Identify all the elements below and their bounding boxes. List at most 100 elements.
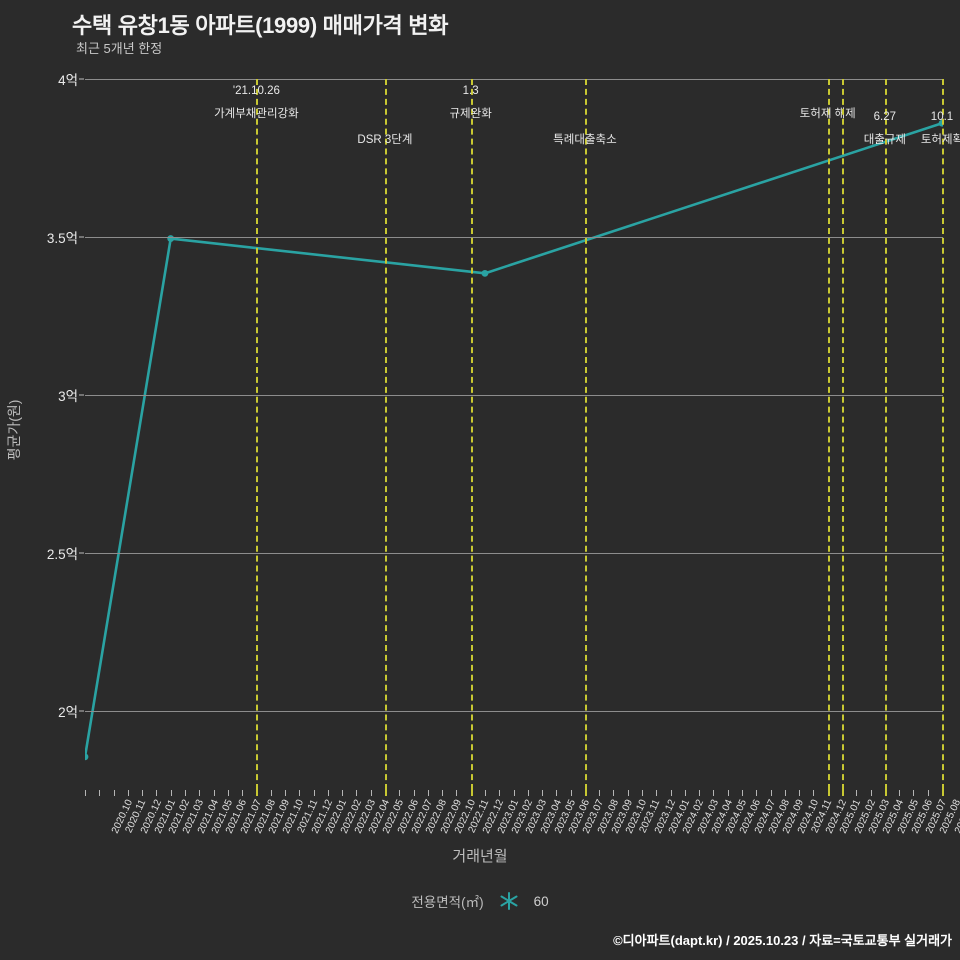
x-tick-mark [270, 790, 272, 796]
x-axis-title: 거래년월 [452, 848, 508, 865]
x-tick-mark [142, 790, 144, 796]
event-vertical-line [470, 79, 473, 790]
y-tick-label: 3억 [58, 389, 78, 404]
y-tick-label: 3.5억 [46, 231, 78, 246]
event-vertical-line [842, 79, 845, 790]
x-tick-mark [842, 790, 845, 796]
event-vertical-line [942, 79, 944, 790]
legend-value: 60 [533, 893, 549, 909]
x-tick-mark [684, 790, 686, 796]
x-tick-mark [213, 790, 215, 796]
x-tick-mark [556, 790, 558, 796]
x-tick-mark [170, 790, 172, 796]
x-tick-mark [299, 790, 301, 796]
x-tick-mark [913, 790, 915, 796]
x-tick-mark [227, 790, 229, 796]
x-tick-mark [527, 790, 529, 796]
x-tick-mark [756, 790, 758, 796]
x-axis-labels: 2020.10 2020.11 2020.12 2021.01 2021.02 2021.… [85, 798, 960, 848]
x-tick-mark [242, 790, 244, 796]
star-marker-icon [498, 890, 520, 912]
x-tick-mark [799, 790, 801, 796]
y-tick-mark [79, 552, 84, 554]
x-tick-mark [184, 790, 186, 796]
y-tick-label: 4억 [58, 73, 78, 88]
x-tick-mark [499, 790, 501, 796]
x-tick-mark [870, 790, 872, 796]
gridline [85, 237, 943, 238]
x-tick-mark [627, 790, 629, 796]
x-tick-mark [342, 790, 344, 796]
event-name-label: 규제완화 [449, 108, 492, 120]
event-name-label: 가계부채관리강화 [214, 108, 299, 120]
x-tick-mark [99, 790, 101, 796]
data-point-marker [85, 753, 89, 761]
event-date-label: 1.3 [462, 85, 479, 97]
event-date-label: '21.10.26 [232, 85, 280, 97]
x-tick-mark [413, 790, 415, 796]
event-vertical-line [384, 79, 387, 790]
x-tick-mark [942, 790, 944, 796]
x-tick-mark [470, 790, 473, 796]
data-point-marker [167, 235, 175, 242]
event-name-label: 대출규제 [863, 134, 907, 146]
footer-credit: ©디아파트(dapt.kr) / 2025.10.23 / 자료=국토교통부 실… [613, 933, 952, 948]
x-tick-mark [899, 790, 901, 796]
x-tick-mark [884, 790, 887, 796]
x-tick-mark [570, 790, 572, 796]
x-tick-mark [784, 790, 786, 796]
x-tick-mark [399, 790, 401, 796]
x-tick-mark [442, 790, 444, 796]
x-tick-mark [113, 790, 115, 796]
y-axis-title: 평균가(원) [6, 399, 22, 461]
x-tick-mark [742, 790, 744, 796]
x-tick-mark [927, 790, 929, 796]
x-tick-mark [699, 790, 701, 796]
x-tick-mark [356, 790, 358, 796]
x-tick-mark [313, 790, 315, 796]
data-point-marker [481, 269, 489, 277]
event-name-label: 특례대출축소 [553, 134, 617, 146]
page-subtitle: 최근 5개년 한정 [76, 41, 163, 56]
x-tick-mark [670, 790, 672, 796]
x-tick-mark [856, 790, 858, 796]
event-date-label: 6.27 [873, 111, 897, 123]
event-vertical-line [884, 79, 887, 790]
data-point-marker [938, 119, 943, 127]
x-tick-mark [370, 790, 372, 796]
x-tick-mark [656, 790, 658, 796]
x-tick-mark [256, 790, 259, 796]
event-date-label: 10.1 [930, 111, 954, 123]
gridline [85, 395, 943, 396]
x-tick-mark [327, 790, 329, 796]
x-tick-mark [727, 790, 729, 796]
y-tick-mark [79, 394, 84, 396]
event-name-label: 토허제확 [920, 134, 960, 146]
y-tick-mark [79, 236, 84, 238]
x-tick-mark [484, 790, 486, 796]
legend: 전용면적(㎡) 60 [0, 890, 960, 912]
x-tick-mark [456, 790, 458, 796]
x-tick-mark [584, 790, 587, 796]
y-tick-mark [79, 78, 84, 80]
gridline [85, 79, 943, 80]
x-axis-ticks [85, 790, 944, 798]
x-tick-mark [542, 790, 544, 796]
event-name-label: 토허제 해제 [799, 108, 856, 120]
x-tick-mark [427, 790, 429, 796]
y-tick-label: 2억 [58, 705, 78, 720]
x-tick-mark [813, 790, 815, 796]
x-tick-mark [284, 790, 286, 796]
x-tick-mark [599, 790, 601, 796]
page-title: 수택 유창1동 아파트(1999) 매매가격 변화 [72, 13, 449, 38]
x-tick-mark [713, 790, 715, 796]
x-tick-mark [770, 790, 772, 796]
x-tick-mark [85, 790, 86, 796]
gridline [85, 553, 943, 554]
x-tick-mark [127, 790, 129, 796]
x-tick-mark [827, 790, 830, 796]
x-tick-mark [199, 790, 201, 796]
price-line [85, 121, 943, 759]
event-vertical-line [827, 79, 830, 790]
